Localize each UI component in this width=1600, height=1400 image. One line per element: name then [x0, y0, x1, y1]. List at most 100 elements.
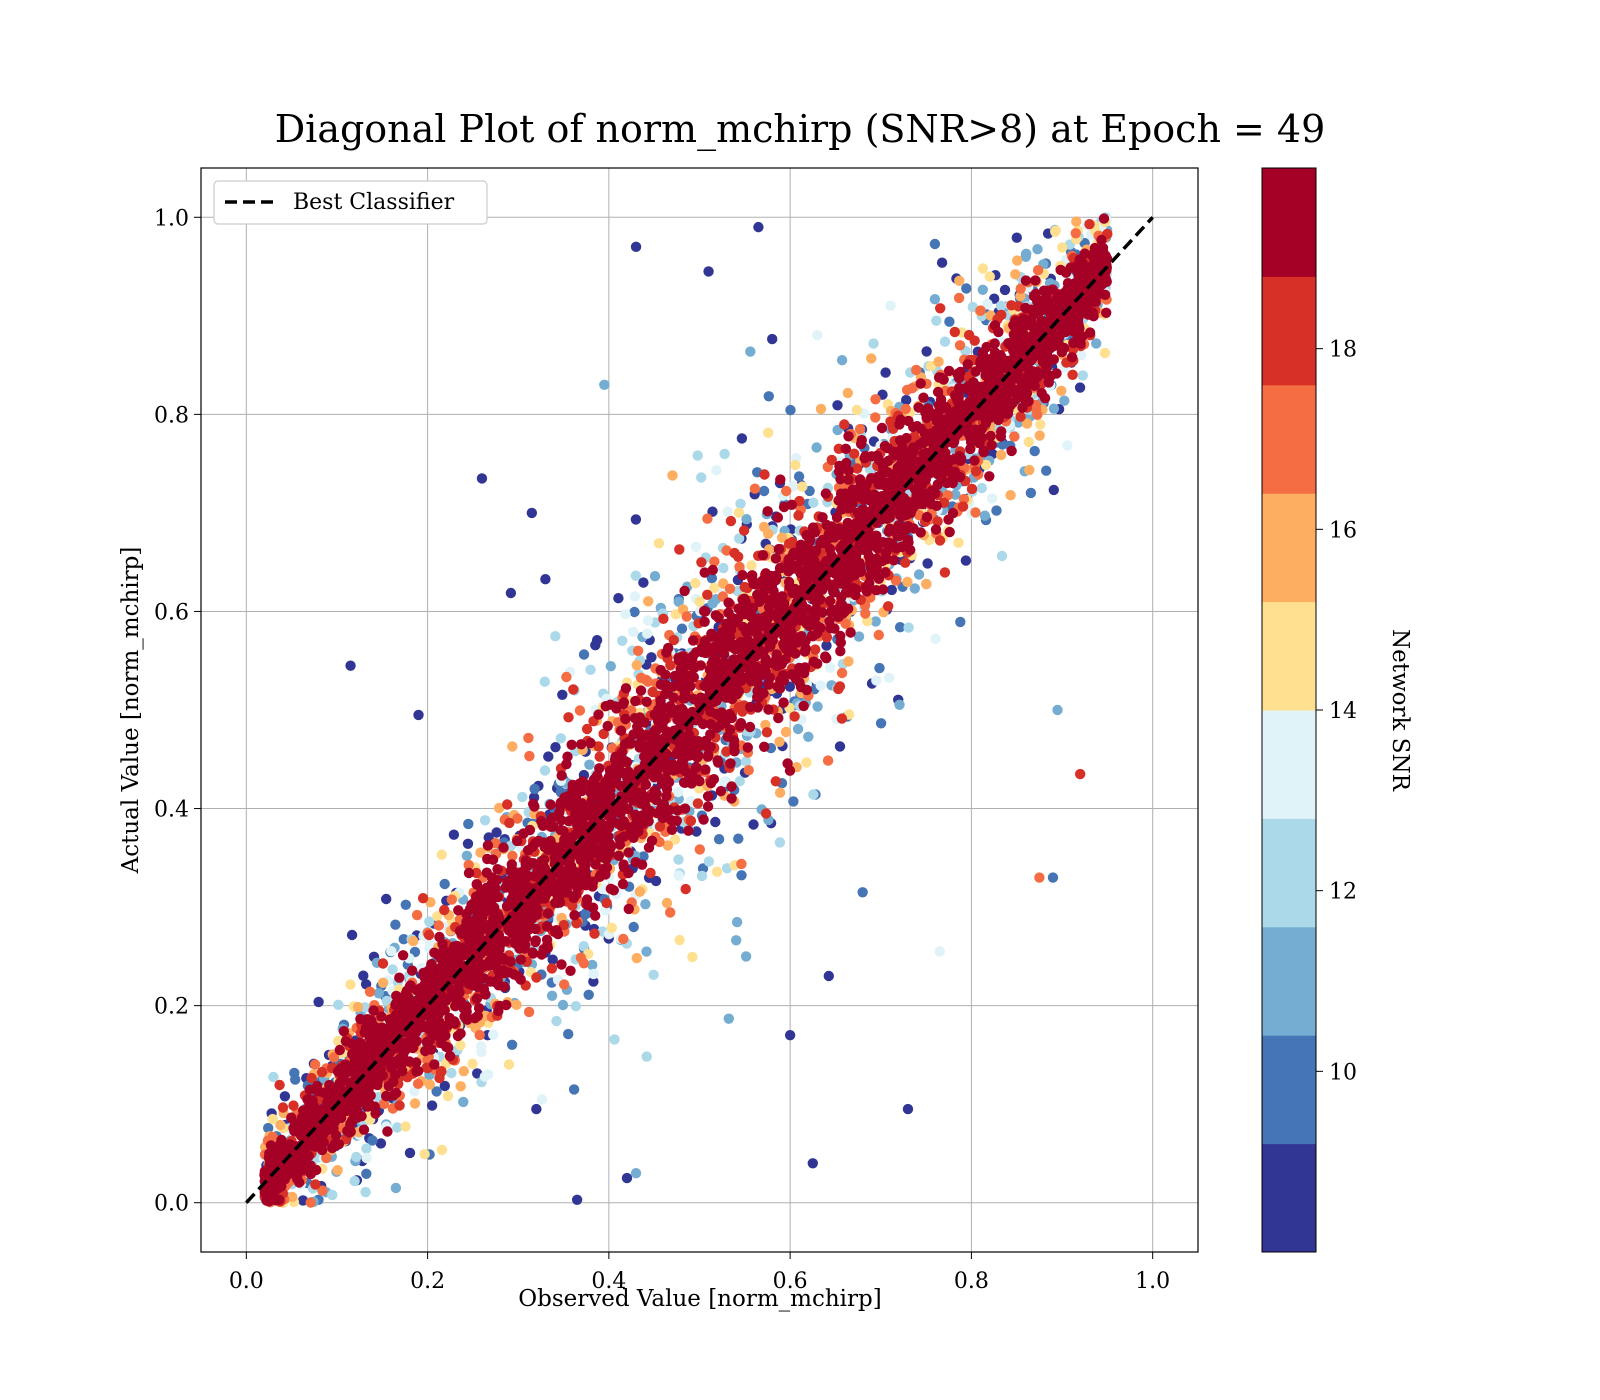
- scatter-point: [673, 596, 684, 607]
- scatter-point: [475, 847, 486, 858]
- scatter-point: [733, 551, 744, 562]
- scatter-point: [615, 780, 626, 791]
- scatter-point: [886, 584, 897, 596]
- scatter-point: [903, 415, 914, 427]
- scatter-point: [759, 469, 770, 480]
- scatter-point: [557, 689, 568, 700]
- scatter-point: [550, 631, 561, 642]
- scatter-point: [676, 623, 688, 634]
- scatter-point: [458, 1066, 469, 1077]
- scatter-point: [821, 640, 832, 651]
- scatter-point: [996, 550, 1008, 562]
- scatter-point: [373, 988, 384, 999]
- scatter-point: [763, 391, 774, 402]
- scatter-point: [426, 1100, 438, 1111]
- scatter-point: [439, 1080, 450, 1092]
- scatter-point: [705, 719, 716, 730]
- scatter-point: [962, 359, 973, 370]
- scatter-point: [761, 727, 773, 738]
- scatter-point: [574, 705, 586, 716]
- scatter-point: [982, 298, 993, 310]
- scatter-point: [568, 1084, 580, 1095]
- scatter-point: [523, 732, 534, 744]
- scatter-point: [439, 878, 450, 890]
- scatter-point: [736, 870, 747, 881]
- scatter-point: [539, 676, 550, 687]
- scatter-point: [770, 553, 782, 564]
- scatter-point: [939, 336, 951, 347]
- scatter-point: [498, 965, 509, 976]
- scatter-point: [646, 652, 657, 663]
- scatter-point: [696, 870, 708, 882]
- scatter-point: [975, 305, 986, 316]
- scatter-point: [843, 656, 854, 667]
- scatter-point: [561, 671, 572, 683]
- scatter-point: [589, 928, 600, 939]
- scatter-point: [793, 471, 805, 482]
- scatter-point: [623, 903, 634, 915]
- scatter-point: [502, 799, 513, 810]
- scatter-point: [602, 720, 613, 732]
- scatter-point: [815, 403, 827, 415]
- scatter-point: [321, 1152, 332, 1164]
- scatter-point: [696, 472, 707, 483]
- scatter-point: [542, 908, 554, 919]
- scatter-point: [640, 899, 651, 910]
- scatter-point: [731, 916, 743, 928]
- scatter-point: [702, 791, 714, 802]
- scatter-point: [733, 533, 745, 544]
- scatter-point: [808, 656, 819, 667]
- scatter-point: [665, 907, 676, 918]
- scatter-point: [641, 946, 652, 957]
- scatter-point: [408, 935, 419, 947]
- scatter-point: [373, 1091, 384, 1103]
- scatter-point: [745, 346, 756, 357]
- scatter-point: [310, 1179, 321, 1190]
- scatter-points: [259, 212, 1113, 1208]
- scatter-point: [606, 922, 617, 933]
- scatter-point: [268, 1071, 279, 1083]
- scatter-point: [277, 1102, 289, 1113]
- scatter-point: [1048, 403, 1060, 414]
- scatter-point: [613, 850, 624, 861]
- scatter-point: [711, 465, 722, 476]
- scatter-point: [557, 999, 569, 1011]
- scatter-point: [455, 1028, 466, 1039]
- scatter-point: [894, 622, 906, 633]
- scatter-point: [463, 818, 474, 830]
- scatter-point: [629, 591, 640, 602]
- scatter-point: [812, 329, 823, 341]
- scatter-point: [694, 783, 705, 794]
- scatter-point: [587, 902, 599, 913]
- scatter-point: [932, 516, 943, 527]
- scatter-point: [463, 859, 474, 871]
- scatter-point: [645, 867, 656, 879]
- scatter-point: [532, 869, 543, 880]
- scatter-point: [759, 741, 770, 752]
- scatter-point: [960, 555, 972, 566]
- scatter-point: [630, 514, 642, 525]
- scatter-point: [298, 1105, 309, 1116]
- scatter-point: [1020, 302, 1031, 314]
- scatter-point: [630, 570, 641, 581]
- scatter-point: [377, 958, 389, 969]
- scatter-point: [364, 986, 376, 997]
- scatter-point: [763, 704, 774, 715]
- scatter-point: [674, 934, 685, 946]
- scatter-point: [767, 333, 778, 345]
- scatter-point: [638, 577, 649, 588]
- scatter-point: [729, 746, 740, 757]
- scatter-point: [499, 981, 510, 992]
- scatter-point: [913, 509, 925, 521]
- scatter-point: [749, 483, 761, 494]
- scatter-point: [555, 733, 566, 744]
- scatter-point: [482, 1069, 494, 1080]
- scatter-point: [680, 883, 691, 895]
- scatter-point: [789, 711, 800, 722]
- scatter-point: [865, 563, 877, 574]
- scatter-point: [1071, 216, 1082, 227]
- scatter-point: [565, 965, 576, 976]
- scatter-point: [852, 463, 863, 474]
- scatter-point: [808, 789, 819, 800]
- scatter-point: [349, 1175, 360, 1187]
